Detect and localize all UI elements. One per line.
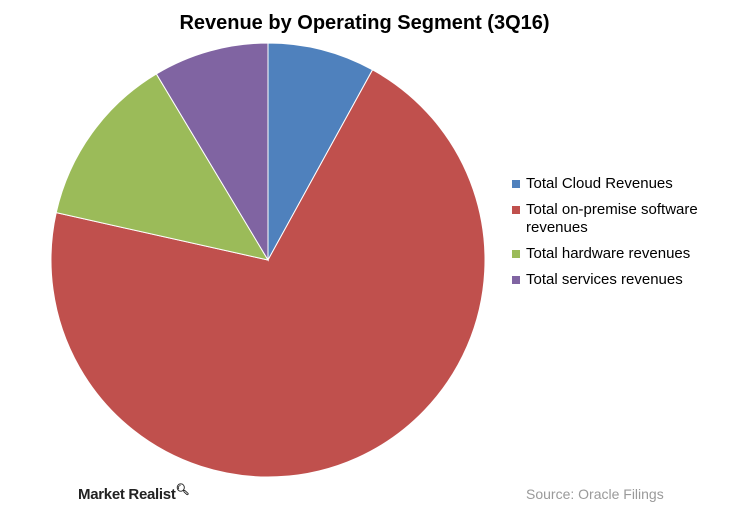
legend-item-services: Total services revenues <box>512 271 727 289</box>
legend-label-hardware: Total hardware revenues <box>526 245 691 262</box>
chart-legend: Total Cloud Revenues Total on-premise so… <box>512 175 727 297</box>
pie-slices <box>50 42 486 478</box>
legend-swatch-hardware <box>512 250 520 258</box>
pie-slice-total-hardware-revenues <box>55 73 270 261</box>
market-realist-logo: Market Realist🔍︎ <box>78 483 189 503</box>
legend-item-cloud: Total Cloud Revenues <box>512 175 727 193</box>
legend-swatch-on-premise-software <box>512 206 520 214</box>
legend-item-hardware: Total hardware revenues <box>512 245 727 263</box>
legend-swatch-cloud <box>512 180 520 188</box>
legend-label-services: Total services revenues <box>526 271 683 288</box>
legend-swatch-services <box>512 276 520 284</box>
pie-slice-total-services-revenues <box>155 42 269 262</box>
legend-label-cloud: Total Cloud Revenues <box>526 175 673 192</box>
pie-slice-total-cloud-revenues <box>267 42 374 261</box>
source-note: Source: Oracle Filings <box>526 486 664 502</box>
pie-slice-total-on-premise-software-revenues <box>50 69 486 478</box>
chart-title: Revenue by Operating Segment (3Q16) <box>179 12 550 34</box>
magnifier-icon: 🔍︎ <box>175 484 190 496</box>
logo-text: Market Realist <box>78 486 176 503</box>
legend-label-on-premise-software: Total on-premise software revenues <box>526 201 698 236</box>
legend-item-on-premise-software: Total on-premise software revenues <box>512 201 727 237</box>
